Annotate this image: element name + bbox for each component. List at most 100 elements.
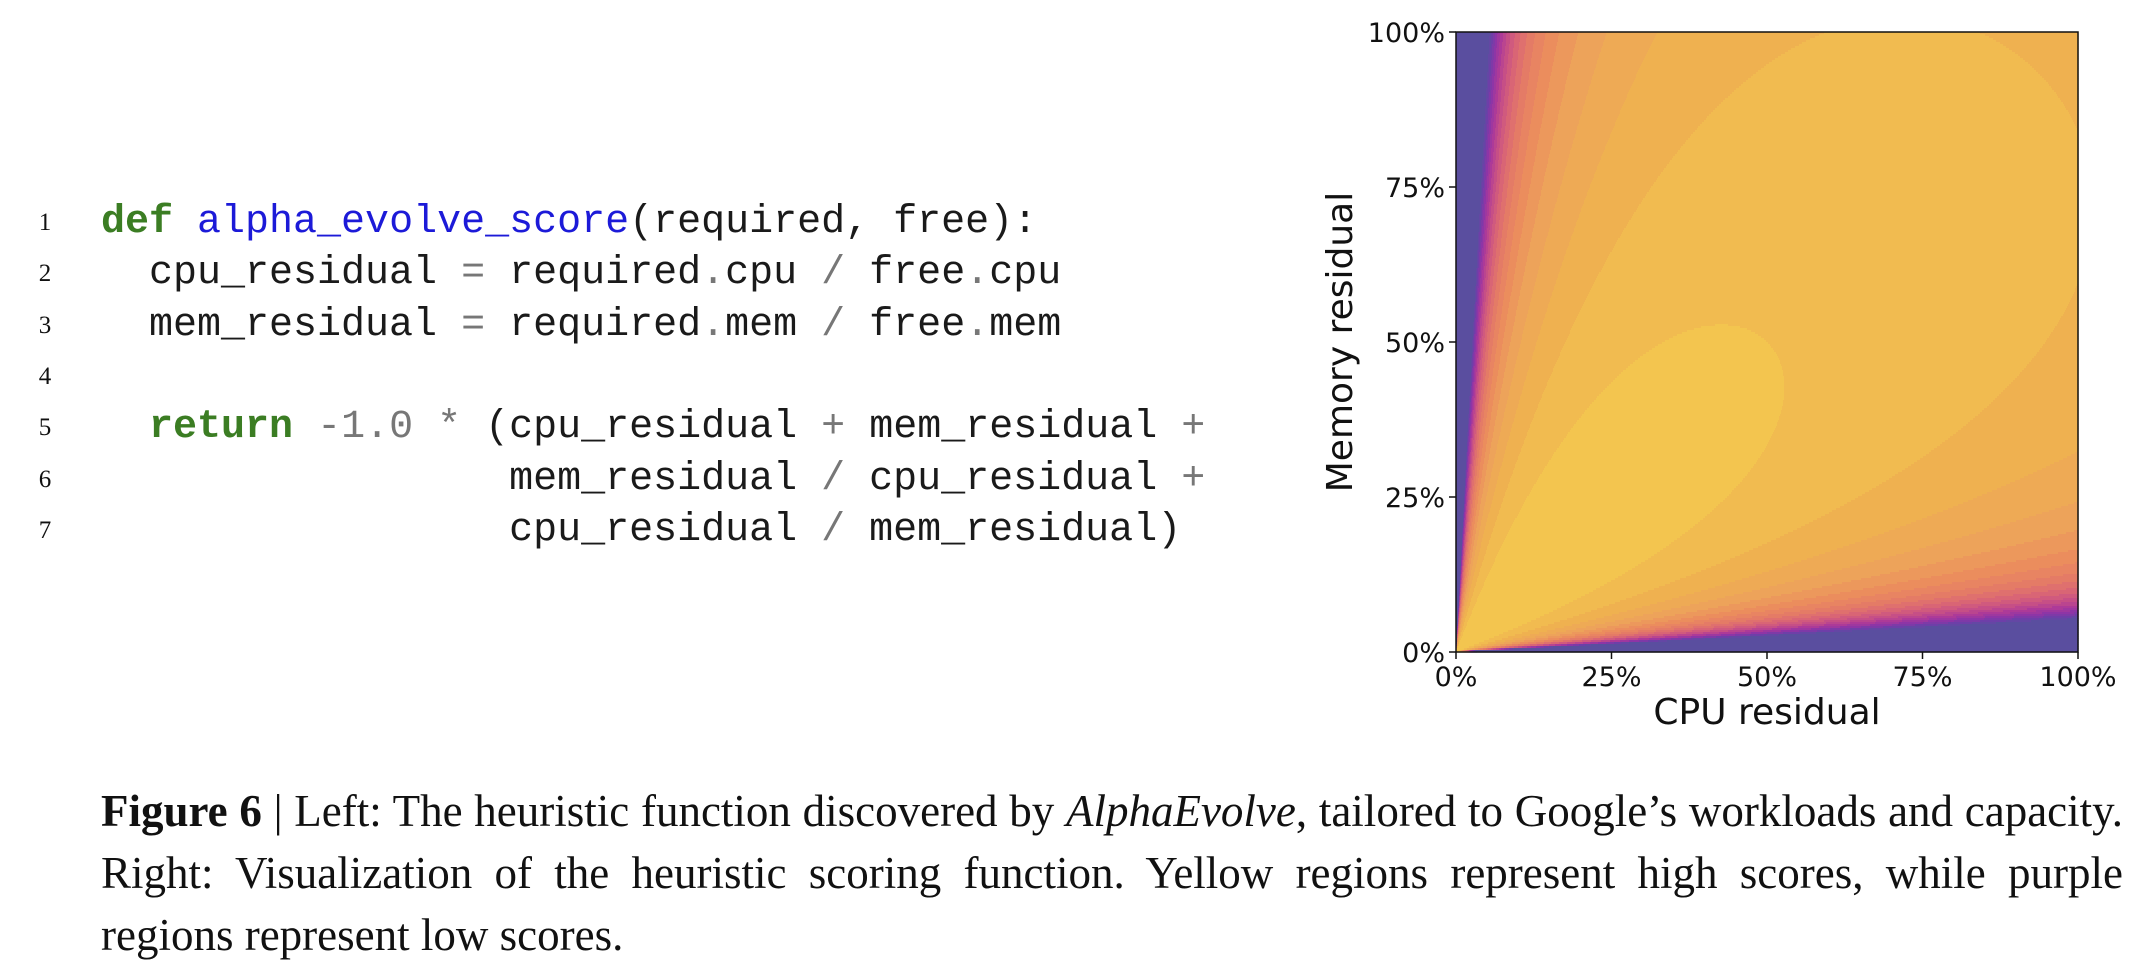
contour-band (1510, 78, 1516, 81)
contour-band (1693, 132, 2079, 135)
contour-band (1471, 452, 1473, 455)
contour-band (1476, 354, 1479, 357)
contour-band (1476, 482, 1479, 485)
contour-band (2005, 388, 2079, 391)
contour-band (1493, 38, 1496, 41)
contour-band (1480, 368, 1483, 371)
contour-band (1577, 316, 2062, 319)
contour-band (1504, 292, 1512, 295)
contour-band (1456, 468, 1467, 471)
contour-band (1456, 276, 1477, 279)
contour-band (1490, 162, 1494, 165)
contour-band (1488, 86, 1491, 89)
contour-band (1652, 348, 1774, 351)
contour-band (1508, 312, 1517, 315)
contour-band (1467, 474, 1469, 477)
contour-band (1481, 192, 1483, 195)
contour-band (1511, 72, 1517, 75)
contour-band (1473, 390, 1475, 393)
contour-band (1503, 498, 1527, 501)
contour-band (1507, 108, 1513, 111)
contour-band (1468, 448, 1470, 451)
contour-band (1456, 124, 1485, 127)
contour-band (1472, 422, 1474, 425)
contour-band (1487, 80, 1489, 83)
contour-band (1456, 280, 1477, 283)
contour-band (1511, 156, 1519, 159)
contour-band (1509, 390, 1523, 393)
contour-band (1560, 354, 1644, 357)
contour-band (1476, 412, 1478, 415)
contour-band (2065, 310, 2079, 313)
contour-band (1486, 148, 1489, 151)
contour-band (1505, 128, 1511, 131)
contour-band (1560, 186, 1591, 189)
contour-band (1483, 244, 1485, 247)
contour-band (1500, 106, 1504, 109)
contour-band (1475, 314, 1477, 317)
contour-band (1512, 110, 1518, 113)
contour-band (1521, 340, 1538, 343)
contour-band (1480, 362, 1483, 365)
contour-band (1478, 384, 1481, 387)
contour-band (1466, 502, 1468, 505)
contour-band (1489, 346, 1493, 349)
contour-band (1490, 142, 1493, 145)
contour-band (1523, 170, 1534, 173)
contour-band (1499, 150, 1504, 153)
contour-band (1456, 288, 1476, 291)
contour-band (1467, 480, 1469, 483)
contour-band (1496, 50, 1500, 53)
contour-band (1533, 110, 1545, 113)
contour-band (1524, 110, 1534, 113)
contour-band (1496, 56, 1499, 59)
contour-band (1587, 94, 1628, 97)
contour-band (1510, 170, 1517, 173)
contour-band (1514, 276, 1524, 279)
contour-band (1471, 420, 1473, 423)
contour-band (1486, 100, 1488, 103)
contour-band (1544, 40, 1559, 43)
contour-band (1486, 198, 1489, 201)
contour-band (1501, 352, 1509, 355)
contour-band (1478, 484, 1481, 487)
contour-band (1464, 492, 1466, 495)
contour-band (1484, 388, 1488, 391)
contour-band (1497, 142, 1501, 145)
contour-band (1605, 148, 1681, 151)
contour-band (1468, 416, 1470, 419)
contour-band (1553, 64, 1571, 67)
contour-band (1487, 392, 1491, 395)
contour-band (1456, 186, 1482, 189)
contour-band (1558, 114, 1582, 117)
contour-band (1479, 322, 1481, 325)
contour-band (1492, 116, 1495, 119)
contour-band (1510, 432, 1528, 435)
contour-band (1467, 460, 1469, 463)
contour-band (1750, 470, 1903, 473)
contour-band (1732, 490, 1870, 493)
contour-band (1476, 342, 1478, 345)
contour-band (1479, 324, 1481, 327)
contour-band (1474, 438, 1476, 441)
contour-band (1493, 100, 1496, 103)
contour-band (1574, 50, 1602, 53)
contour-band (1513, 50, 1519, 53)
contour-band (1485, 328, 1489, 331)
contour-band (1780, 414, 1979, 417)
contour-band (1564, 258, 1608, 261)
contour-band (1489, 212, 1492, 215)
contour-band (1470, 458, 1472, 461)
contour-band (1526, 38, 1535, 41)
contour-band (1484, 204, 1486, 207)
contour-band (1488, 486, 1497, 489)
contour-band (1519, 148, 1528, 151)
contour-band (1528, 136, 1540, 139)
contour-band (1491, 246, 1494, 249)
contour-band (1469, 446, 1471, 449)
contour-band (1497, 112, 1501, 115)
contour-band (1469, 420, 1471, 423)
contour-band (1503, 300, 1511, 303)
contour-band (1591, 82, 1634, 85)
contour-band (1506, 156, 1512, 159)
